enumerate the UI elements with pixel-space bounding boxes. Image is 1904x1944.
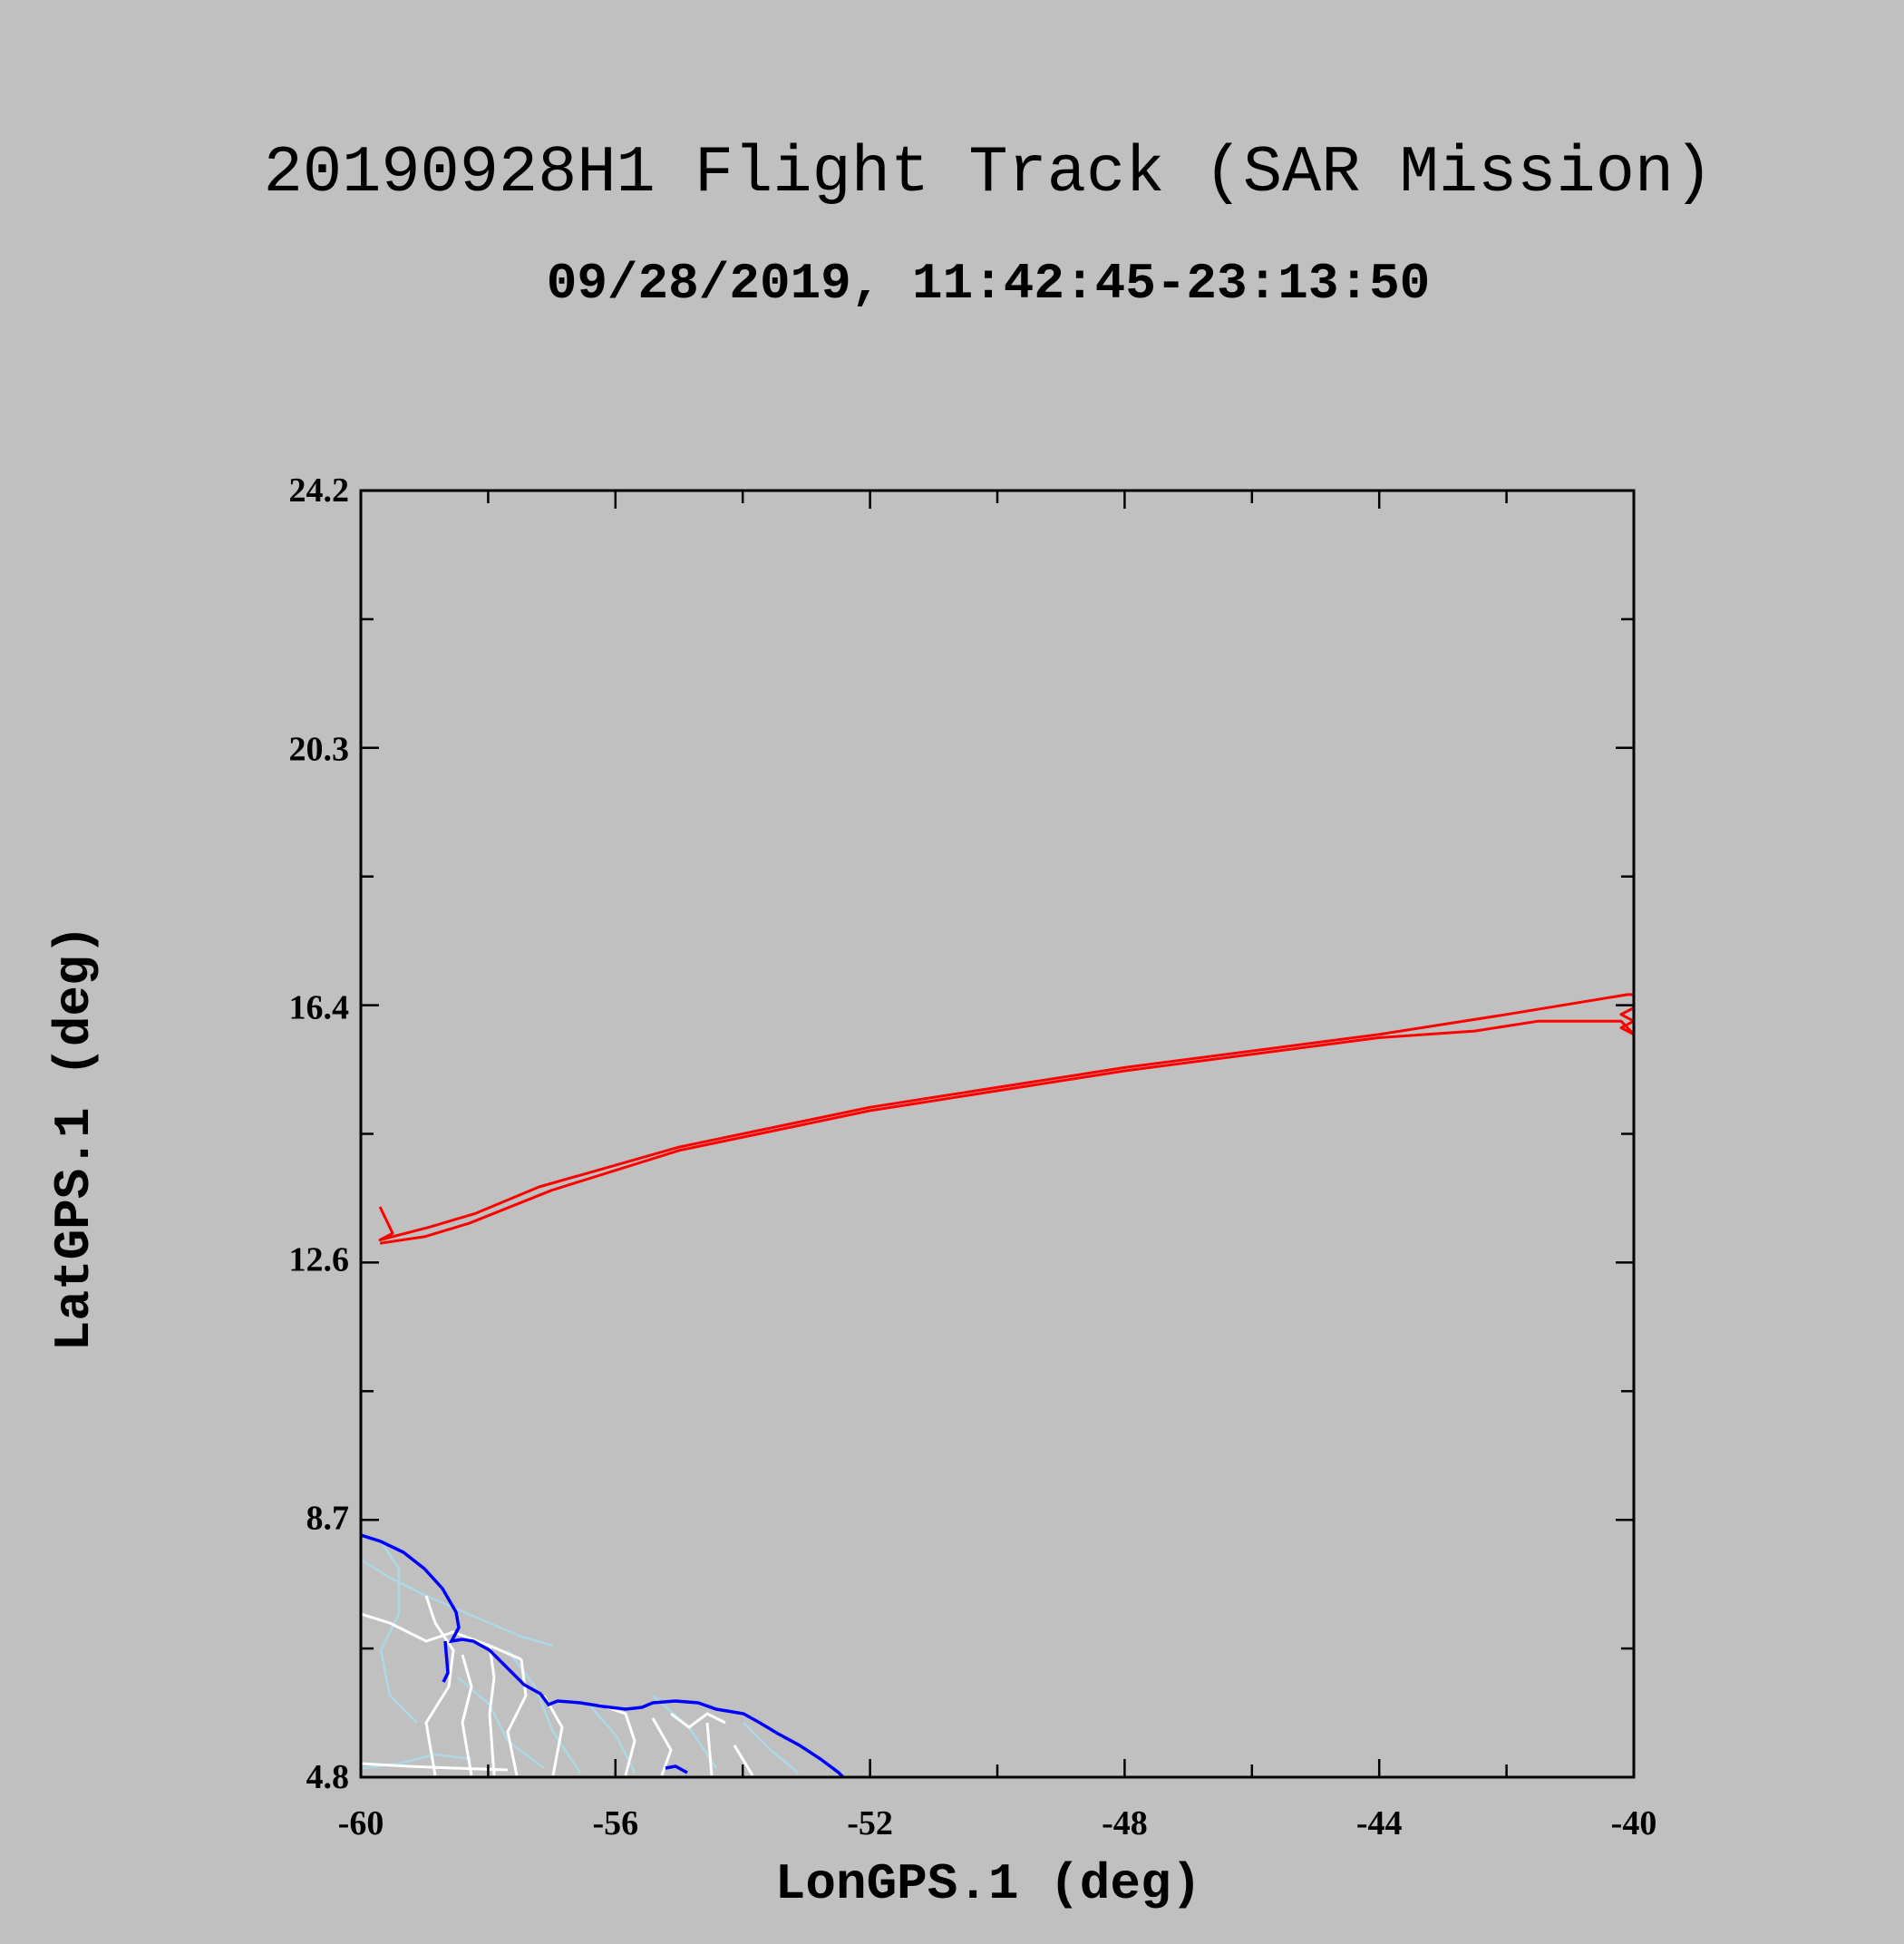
- border-lines: [361, 1595, 754, 1776]
- y-tick-label: 16.4: [289, 989, 350, 1027]
- x-tick-label: -60: [338, 1804, 384, 1842]
- x-tick-label: -52: [847, 1804, 893, 1842]
- y-tick-label: 24.2: [289, 471, 350, 510]
- x-tick-labels: -60 -56 -52 -48 -44 -40: [338, 1804, 1657, 1842]
- x-tick-label: -48: [1102, 1804, 1148, 1842]
- y-tick-labels: 4.8 8.7 12.6 16.4 20.3 24.2: [289, 471, 350, 1796]
- y-axis-title: LatGPS.1 (deg): [45, 925, 103, 1351]
- chart-subtitle: 09/28/2019, 11:42:45-23:13:50: [547, 255, 1431, 313]
- chart-title: 20190928H1 Flight Track (SAR Mission): [264, 136, 1714, 210]
- y-tick-label: 12.6: [289, 1240, 350, 1278]
- x-tick-label: -56: [592, 1804, 638, 1842]
- x-tick-label: -40: [1611, 1804, 1657, 1842]
- basemap: [361, 1533, 846, 1777]
- flight-track-line: [378, 993, 1634, 1245]
- y-tick-label: 4.8: [306, 1758, 350, 1796]
- x-axis-title: LonGPS.1 (deg): [775, 1855, 1201, 1913]
- axis-ticks: [359, 489, 1636, 1779]
- y-tick-label: 20.3: [289, 730, 350, 768]
- y-tick-label: 8.7: [306, 1500, 350, 1538]
- x-tick-label: -44: [1356, 1804, 1403, 1842]
- coastline: [361, 1533, 846, 1777]
